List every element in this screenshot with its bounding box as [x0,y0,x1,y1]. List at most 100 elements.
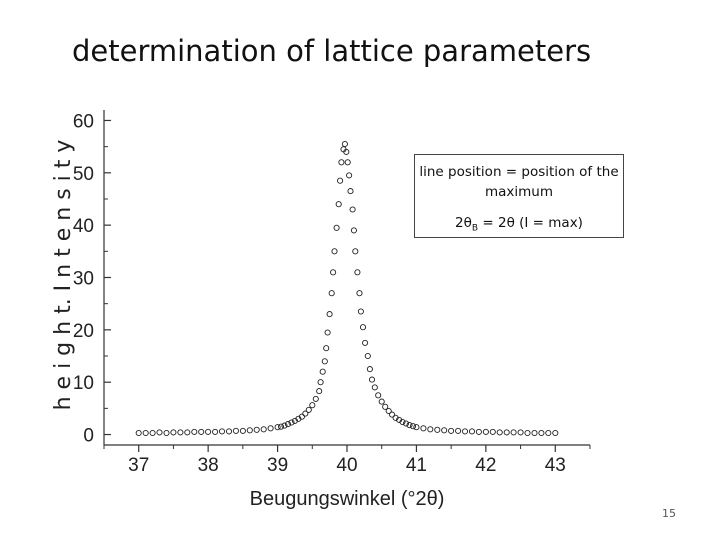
x-tick-label: 43 [545,455,566,476]
data-point [337,177,344,184]
annotation-box: line position = position of the maximum … [414,154,624,238]
data-point [347,188,354,195]
data-point [382,403,389,410]
data-point [218,428,226,435]
data-point [385,407,392,415]
x-axis-title: Beugungswinkel (°2θ) [250,488,445,510]
data-point [277,423,285,430]
data-point [359,324,367,331]
data-point [531,429,538,437]
y-tick-label: 60 [73,111,94,132]
data-point [170,429,177,436]
data-point [496,429,503,436]
annotation-line-1: line position = position of the maximum [419,164,619,200]
data-point [149,429,156,437]
data-point [503,429,510,436]
data-point [142,429,149,437]
data-point [356,290,363,297]
data-point [321,358,328,365]
scatter-points [135,140,559,437]
data-point [267,425,274,432]
data-point [298,413,305,420]
y-tick-label: 40 [73,216,94,237]
data-point [239,427,246,434]
data-point [354,269,361,276]
data-point [260,426,267,433]
y-axis-title: h e i g h t. I n t e n s i t y [51,140,76,411]
data-point [389,411,396,418]
data-point [205,428,212,435]
annotation-formula: 2θB = 2θ (I = max) [415,213,623,239]
data-point [338,159,345,166]
data-point [253,426,260,433]
data-point [368,376,376,383]
data-point [331,248,338,255]
x-tick-label: 41 [406,455,427,476]
data-point [288,419,295,426]
data-point [406,422,413,429]
data-point [344,159,351,166]
data-point [346,172,353,179]
data-point [281,422,288,429]
data-point [420,425,427,432]
data-point [455,427,462,434]
formula-subscript: B [471,223,479,234]
data-point [312,395,319,402]
data-point [323,345,330,352]
data-point [326,311,333,318]
data-point [246,427,253,434]
data-point [309,402,316,409]
data-point [324,329,331,336]
data-point [545,429,552,437]
data-point [156,429,163,436]
data-point [427,426,434,433]
data-point [468,428,476,435]
data-point [441,427,448,434]
data-point [305,406,312,413]
x-tick-label: 37 [128,455,149,476]
data-point [191,428,198,435]
data-point [362,339,369,346]
data-point [177,429,184,436]
data-point [225,428,233,435]
data-point [343,148,350,155]
data-point [350,227,357,234]
page-number: 15 [662,507,676,520]
data-point [212,428,219,435]
data-point [489,428,496,435]
data-point [482,428,489,435]
data-point [319,368,326,375]
data-point [402,420,410,427]
data-point [375,392,382,399]
y-tick-label: 30 [73,269,94,290]
data-point [510,429,517,436]
y-tick-label: 50 [73,164,94,185]
data-point [409,423,417,430]
data-point [434,426,441,433]
data-point [135,429,142,437]
x-tick-label: 42 [475,455,496,476]
data-point [538,429,545,437]
data-point [517,429,524,436]
data-point [364,352,371,360]
data-point [284,421,292,428]
data-point [352,248,359,255]
data-point [349,206,356,213]
data-point [333,224,340,231]
y-tick-label: 0 [83,426,94,447]
data-point [232,427,239,434]
data-point [399,418,406,426]
data-point [328,290,335,297]
x-tick-label: 39 [267,455,288,476]
data-point [357,308,364,315]
data-point [475,428,482,435]
x-tick-label: 40 [336,455,357,476]
data-point [198,428,205,435]
data-point [330,269,337,276]
x-axis-ticks: 37 38 39 40 41 42 43 [103,445,591,476]
formula-suffix: = 2θ (I = max) [478,215,583,231]
data-point [524,429,531,437]
data-point [448,427,455,434]
data-point [371,384,378,391]
